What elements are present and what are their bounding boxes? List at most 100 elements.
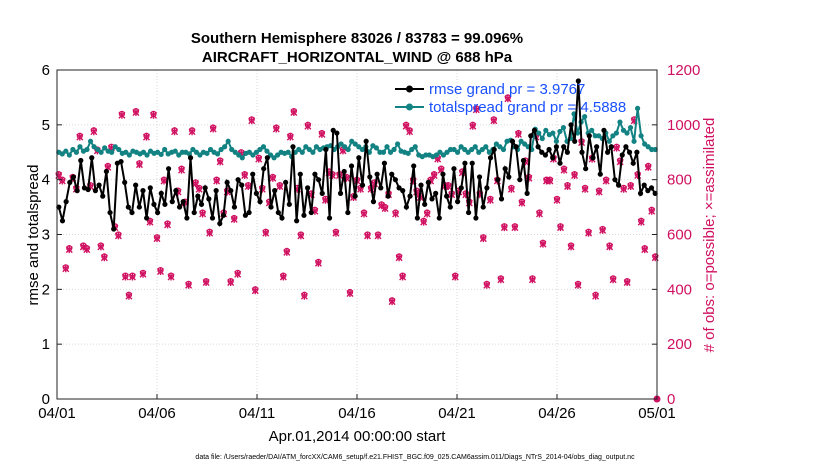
obs-assimilated-marker (553, 196, 561, 204)
rmse-marker (294, 218, 300, 224)
obs-assimilated-marker (402, 122, 410, 130)
totalspread-marker (176, 152, 182, 158)
rmse-marker (553, 144, 559, 150)
totalspread-marker (352, 141, 358, 147)
rmse-marker (315, 177, 322, 183)
rmse-marker (312, 171, 318, 177)
rmse-marker (305, 185, 311, 191)
rmse-marker (539, 149, 545, 155)
totalspread-marker (285, 149, 291, 155)
rmse-marker (155, 209, 161, 216)
totalspread-marker (451, 146, 457, 153)
obs-assimilated-marker (574, 281, 582, 289)
obs-assimilated-marker (585, 229, 593, 237)
obs-assimilated-marker (560, 166, 568, 174)
rmse-marker (381, 160, 388, 166)
totalspread-marker (582, 114, 588, 120)
rmse-marker (78, 157, 84, 164)
totalspread-marker (313, 144, 320, 150)
obs-assimilated-marker (595, 188, 603, 196)
rmse-marker (513, 144, 519, 150)
rmse-marker (605, 149, 611, 155)
totalspread-marker (197, 152, 203, 158)
totalspread-marker (462, 146, 468, 153)
rmse-marker (359, 182, 366, 188)
obs-assimilated-marker (504, 95, 512, 103)
x-tick-label: 05/01 (638, 405, 676, 422)
rmse-marker (162, 201, 168, 207)
rmse-marker (623, 144, 629, 150)
totalspread-marker (158, 151, 164, 158)
rmse-marker (535, 144, 541, 150)
data-file-footer: data file: /Users/raeder/DAI/ATM_forcXX/… (195, 454, 635, 461)
totalspread-marker (613, 130, 620, 136)
obs-assimilated-marker (128, 273, 136, 281)
obs-assimilated-marker (290, 108, 298, 116)
totalspread-marker (458, 144, 464, 150)
obs-assimilated-marker (297, 232, 305, 240)
rmse-marker (92, 188, 99, 194)
rmse-marker (96, 182, 102, 188)
legend-spread-marker (406, 103, 413, 111)
totalspread-marker (444, 149, 450, 155)
x-tick-label: 04/16 (338, 405, 376, 422)
rmse-marker (546, 146, 552, 153)
rmse-marker (572, 138, 578, 144)
rmse-marker (246, 209, 252, 216)
rmse-marker (645, 188, 651, 194)
totalspread-marker (493, 141, 500, 147)
obs-assimilated-marker (318, 130, 326, 138)
rmse-marker (147, 185, 153, 191)
legend-rmse-label: rmse grand pr = 3.9767 (429, 81, 585, 98)
totalspread-marker (144, 152, 150, 158)
obs-assimilated-marker (283, 248, 291, 256)
obs-assimilated-marker (581, 185, 589, 193)
totalspread-marker (394, 141, 401, 147)
obs-assimilated-marker (500, 224, 508, 232)
totalspread-marker (589, 127, 595, 133)
obs-assimilated-marker (567, 243, 575, 251)
totalspread-marker (465, 149, 471, 155)
obs-assimilated-marker (142, 133, 150, 141)
totalspread-marker (299, 149, 305, 155)
totalspread-marker (539, 135, 545, 142)
rmse-marker (447, 204, 453, 210)
obs-assimilated-marker (255, 155, 263, 163)
rmse-marker (520, 157, 527, 164)
rmse-marker (297, 171, 303, 177)
x-axis-label: Apr.01,2014 00:00:00 start (269, 428, 447, 445)
obs-assimilated-marker (171, 128, 179, 136)
rmse-marker (495, 177, 501, 183)
rmse-marker (491, 146, 497, 153)
rmse-marker (290, 144, 296, 150)
totalspread-marker (345, 146, 351, 153)
totalspread-marker (84, 146, 90, 153)
rmse-marker (136, 204, 142, 210)
totalspread-marker (126, 152, 132, 158)
obs-assimilated-marker (321, 196, 329, 204)
rmse-marker (425, 179, 431, 186)
obs-assimilated-marker (346, 289, 354, 297)
rmse-marker (517, 177, 523, 183)
obs-assimilated-marker (606, 243, 614, 251)
obs-assimilated-marker (644, 163, 652, 171)
totalspread-marker (405, 150, 411, 156)
rmse-marker (579, 149, 585, 155)
left-y-axis-ticks: 0 1 2 3 4 5 6 (42, 62, 62, 408)
rmse-marker (418, 182, 424, 188)
totalspread-marker (557, 128, 563, 135)
totalspread-marker (387, 149, 394, 155)
totalspread-marker (486, 149, 492, 155)
totalspread-marker (349, 138, 355, 144)
obs-assimilated-marker (479, 235, 487, 243)
totalspread-marker (116, 146, 122, 153)
rmse-marker (187, 155, 194, 161)
left-y-tick-label: 3 (42, 227, 50, 244)
totalspread-marker (296, 146, 302, 153)
totalspread-marker (627, 124, 634, 131)
totalspread-marker (94, 146, 101, 153)
rmse-marker (542, 152, 549, 158)
rmse-marker (250, 171, 256, 177)
rmse-marker (129, 209, 135, 216)
obs-assimilated-marker (216, 158, 224, 166)
